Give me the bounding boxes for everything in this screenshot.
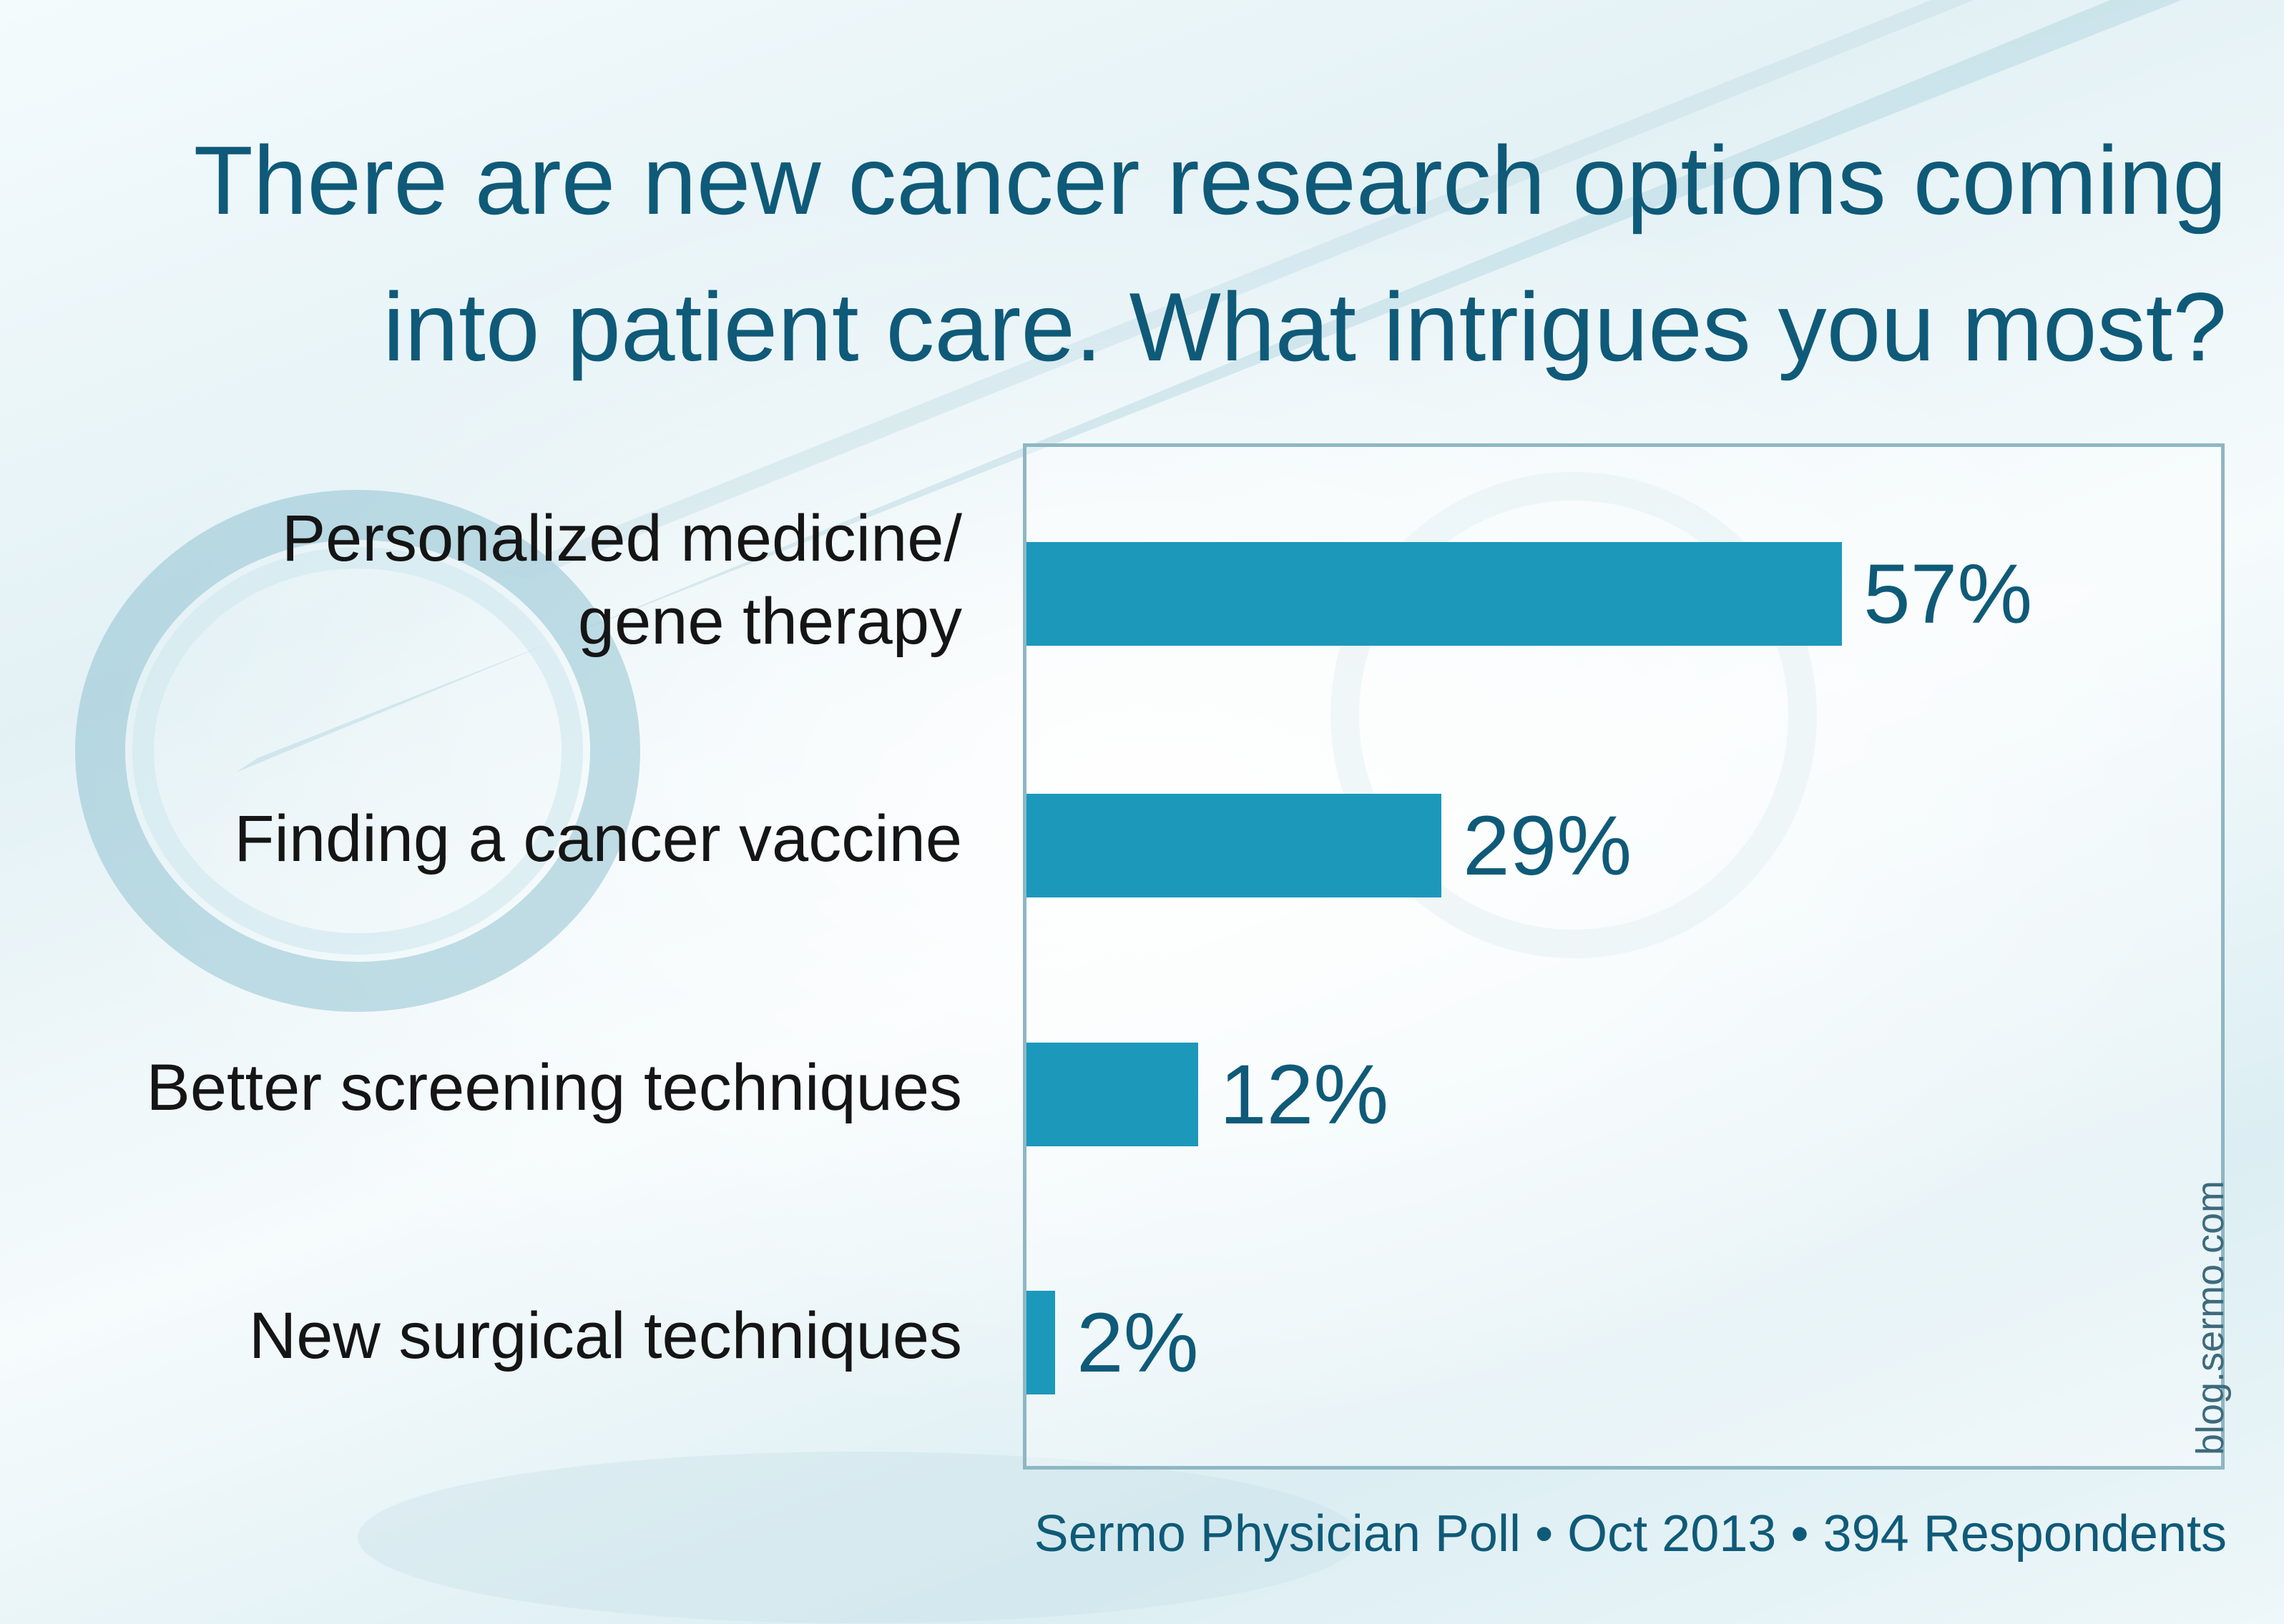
bar-3 — [1026, 1291, 1055, 1394]
watermark-url: blog.sermo.com — [2189, 1180, 2232, 1455]
category-label-line: gene therapy — [577, 584, 962, 658]
category-label-line: Personalized medicine/ — [281, 501, 962, 575]
chart-footer-source: Sermo Physician Poll • Oct 2013 • 394 Re… — [1034, 1505, 2227, 1563]
value-label-1: 29% — [1463, 798, 1632, 893]
bar-2 — [1026, 1043, 1198, 1146]
chart-title-line: There are new cancer research options co… — [193, 126, 2227, 235]
category-label-line: Finding a cancer vaccine — [234, 802, 962, 875]
category-label-2: Better screening techniques — [0, 1046, 962, 1129]
value-label-3: 2% — [1077, 1295, 1199, 1390]
category-label-1: Finding a cancer vaccine — [0, 797, 962, 880]
bar-0 — [1026, 542, 1842, 646]
bar-1 — [1026, 794, 1441, 897]
value-label-2: 12% — [1220, 1047, 1389, 1142]
category-label-line: Better screening techniques — [146, 1050, 962, 1124]
value-label-0: 57% — [1863, 546, 2033, 641]
chart-title-line: into patient care. What intrigues you mo… — [383, 272, 2227, 381]
category-label-0: Personalized medicine/gene therapy — [0, 497, 962, 663]
chart-title: There are new cancer research options co… — [81, 107, 2227, 400]
category-label-line: New surgical techniques — [248, 1299, 962, 1372]
category-label-3: New surgical techniques — [0, 1294, 962, 1377]
